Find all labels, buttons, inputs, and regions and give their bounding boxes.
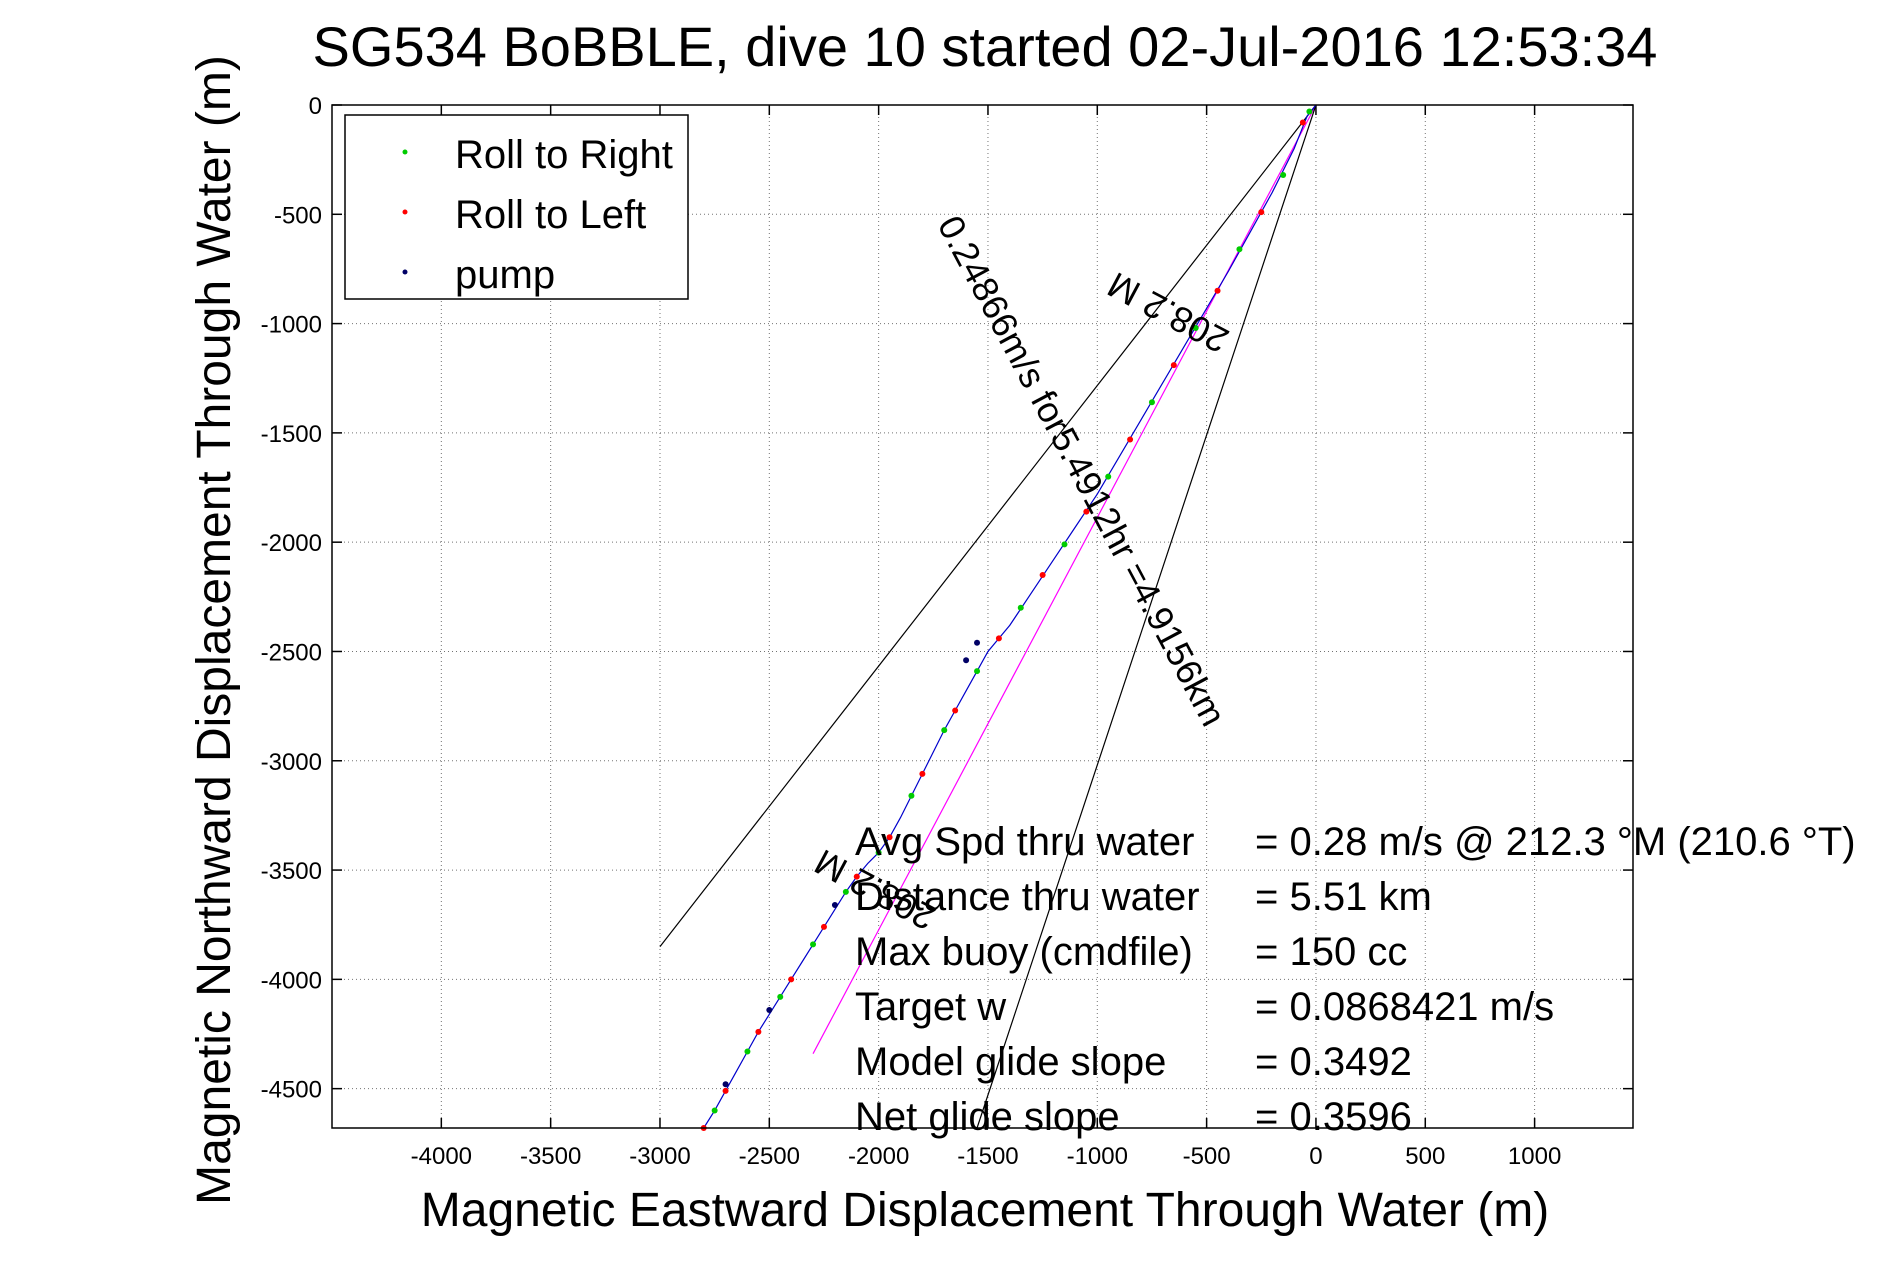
point-roll-to-left [722,1087,729,1094]
grid [332,104,1633,1128]
point-roll-to-left [1170,362,1177,369]
x-tick-label: -500 [1183,1143,1231,1170]
point-roll-to-left [886,834,893,841]
annot-label-max-buoy: Max buoy (cmdfile) [855,930,1193,974]
point-roll-to-left [1214,287,1221,294]
y-tick-label: -1000 [261,312,322,339]
point-roll-to-right [1061,541,1068,548]
point-roll-to-left [853,873,860,880]
legend-marker-roll-left [402,209,408,215]
x-tick-label: -2500 [739,1143,800,1170]
point-pump [766,1006,773,1013]
legend-label-roll-right: Roll to Right [455,133,673,177]
y-axis-label: Magnetic Northward Displacement Through … [188,55,241,1205]
x-tick-label: 1000 [1508,1143,1561,1170]
x-tick-label: -3000 [629,1143,690,1170]
point-roll-to-left [1127,436,1134,443]
point-roll-to-right [777,993,784,1000]
annot-label-distance: Distance thru water [855,875,1200,919]
point-roll-to-left [1258,209,1265,216]
point-pump [831,902,838,909]
chart-title: SG534 BoBBLE, dive 10 started 02-Jul-201… [313,15,1658,78]
legend-marker-roll-right [402,149,408,155]
x-tick-label: -4000 [411,1143,472,1170]
legend-label-roll-left: Roll to Left [455,193,646,237]
y-tick-label: -4000 [261,967,322,994]
point-roll-to-right [974,668,981,675]
point-roll-to-right [875,849,882,856]
x-tick-label: 500 [1405,1143,1445,1170]
point-roll-to-right [1236,246,1243,253]
y-tick-label: -3000 [261,749,322,776]
y-tick-label: 0 [309,93,322,120]
point-pump [963,657,970,664]
annot-value-net-glide: = 0.3596 [1255,1095,1412,1139]
x-tick-label: -3500 [520,1143,581,1170]
point-roll-to-left [1039,571,1046,578]
annot-value-target-w: = 0.0868421 m/s [1255,985,1554,1029]
y-tick-label: -500 [274,202,322,229]
annot-label-target-w: Target w [855,985,1006,1029]
point-roll-to-right [941,727,948,734]
x-tick-label: 0 [1309,1143,1322,1170]
point-roll-to-right [1192,324,1199,331]
y-tick-label: -2000 [261,530,322,557]
x-axis-ticks: -4000 -3500 -3000 -2500 -2000 -1500 -1000 -500 0… [411,105,1561,1170]
point-pump [722,1081,729,1088]
point-roll-to-left [788,976,795,983]
data-points [700,108,1313,1131]
point-roll-to-left [1083,508,1090,515]
y-axis-ticks: 0 -500 -1000 -1500 -2000 -2500 -3000 -3500 -4000… [261,93,1633,1104]
point-roll-to-left [820,923,827,930]
point-roll-to-right [744,1048,751,1055]
annot-value-max-buoy: = 150 cc [1255,930,1407,974]
point-roll-to-left [755,1028,762,1035]
point-roll-to-left [919,770,926,777]
point-roll-to-left [1299,119,1306,126]
x-axis-label: Magnetic Eastward Displacement Through W… [421,1184,1549,1237]
point-roll-to-right [1306,108,1313,115]
point-roll-to-right [908,792,915,799]
annot-value-distance: = 5.51 km [1255,875,1432,919]
annot-value-model-glide: = 0.3492 [1255,1040,1412,1084]
point-roll-to-right [1105,473,1112,480]
x-tick-label: -2000 [848,1143,909,1170]
y-tick-label: -1500 [261,421,322,448]
legend-marker-pump [402,269,408,275]
legend: Roll to Right Roll to Left pump [344,114,689,300]
point-roll-to-left [995,635,1002,642]
annot-label-net-glide: Net glide slope [855,1095,1120,1139]
y-tick-label: -3500 [261,858,322,885]
legend-label-pump: pump [455,253,555,297]
point-roll-to-right [1148,399,1155,406]
reference-line [659,104,1317,947]
point-roll-to-right [810,941,817,948]
reference-line [812,104,1317,1054]
point-roll-to-right [1017,604,1024,611]
reference-lines [659,104,1317,1129]
annot-value-avg-speed: = 0.28 m/s @ 212.3 °M (210.6 °T) [1255,820,1856,864]
plot-frame [331,104,1634,1129]
y-tick-label: -4500 [261,1077,322,1104]
annot-label-avg-speed: Avg Spd thru water [855,820,1194,864]
point-roll-to-right [842,888,849,895]
point-roll-to-left [952,707,959,714]
reference-line [976,104,1317,1129]
point-roll-to-right [1280,171,1287,178]
point-pump [974,639,981,646]
legend-box [344,114,689,300]
point-roll-to-right [711,1107,718,1114]
x-tick-label: -1500 [957,1143,1018,1170]
x-tick-label: -1000 [1067,1143,1128,1170]
stats-annotations: Avg Spd thru water = 0.28 m/s @ 212.3 °M… [855,820,1856,1139]
y-tick-label: -2500 [261,639,322,666]
annot-label-model-glide: Model glide slope [855,1040,1166,1084]
